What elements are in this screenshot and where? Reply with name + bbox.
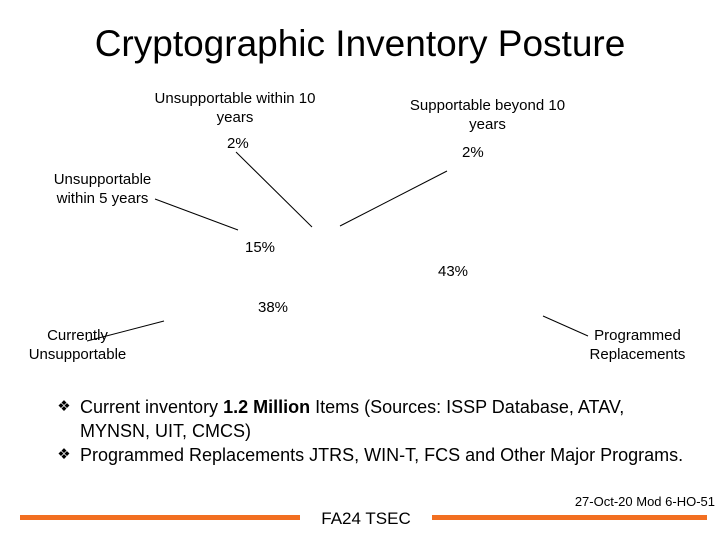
leader-line-beyond-10-years	[339, 170, 448, 227]
footer-title: FA24 TSEC	[321, 509, 411, 528]
category-label-within-5-years: Unsupportable within 5 years	[53, 171, 152, 207]
value-label-beyond-10-years: 2%	[462, 144, 484, 161]
leader-line-within-10-years	[235, 151, 313, 228]
chart-title: Cryptographic Inventory Posture	[94, 23, 626, 64]
bullet-text: Programmed Replacements JTRS, WIN-T, FCS…	[80, 445, 684, 465]
diamond-bullet-icon: ❖	[57, 398, 71, 415]
category-label-programmed-replacements: Programmed Replacements	[589, 327, 686, 363]
category-label-within-10-years: Unsupportable within 10 years	[154, 90, 316, 126]
bullet-list: ❖ Current inventory 1.2 Million Items (S…	[48, 395, 688, 467]
bullet-item: ❖ Current inventory 1.2 Million Items (S…	[48, 395, 688, 443]
footer-reference: 27-Oct-20 Mod 6-HO-51	[574, 494, 715, 509]
category-label-beyond-10-years: Supportable beyond 10 years	[409, 97, 566, 133]
bullet-item: ❖ Programmed Replacements JTRS, WIN-T, F…	[48, 443, 688, 467]
category-label-currently-unsupportable: Currently Unsupportable	[28, 327, 127, 363]
diamond-bullet-icon: ❖	[57, 446, 71, 463]
bullet-text: Current inventory 1.2 Million Items (Sou…	[80, 397, 625, 441]
leader-line-currently-unsupportable	[86, 320, 165, 342]
value-label-within-10-years: 2%	[227, 135, 249, 152]
value-label-within-5-years: 15%	[245, 239, 276, 256]
footer-accent-bar-left	[20, 515, 300, 520]
value-label-programmed-replacements: 43%	[438, 263, 469, 280]
leader-line-programmed-replacements	[542, 315, 589, 337]
leader-line-within-5-years	[154, 198, 239, 231]
leader-lines	[86, 151, 589, 342]
footer-accent-bar-right	[432, 515, 707, 520]
value-label-currently-unsupportable: 38%	[258, 299, 289, 316]
